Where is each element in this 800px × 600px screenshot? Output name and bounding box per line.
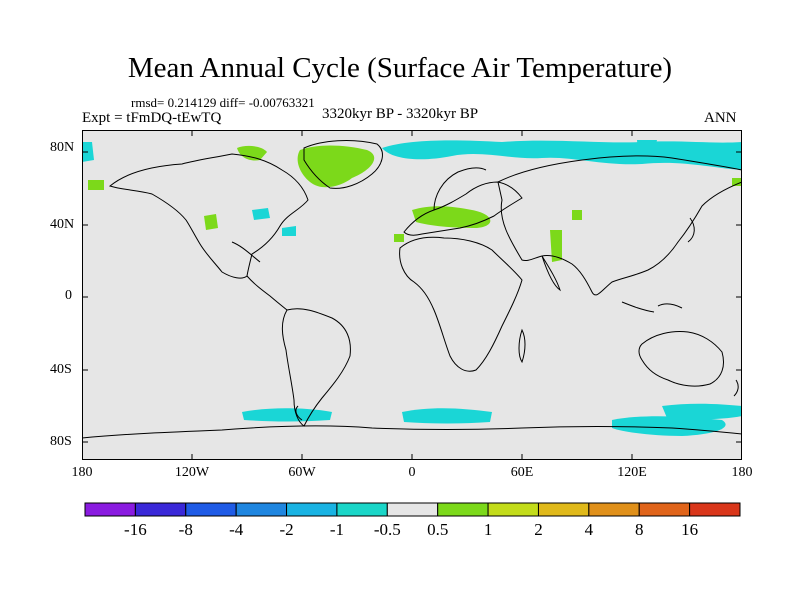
- colorbar-box: [84, 502, 136, 517]
- colorbar-label: 1: [484, 520, 493, 539]
- colorbar-label: 16: [681, 520, 698, 539]
- colorbar-box: [386, 502, 439, 517]
- colorbar-box: [185, 502, 237, 517]
- lat-label-40s: 40S: [50, 362, 72, 377]
- lat-label-80n: 80N: [50, 140, 75, 155]
- colorbar-box: [235, 502, 288, 517]
- lon-label-0: 0: [408, 465, 416, 480]
- colorbar-box: [487, 502, 539, 517]
- lon-label-120w: 120W: [174, 465, 210, 480]
- experiment-label: Expt = tFmDQ-tEwTQ: [82, 110, 222, 126]
- colorbar-label: -16: [124, 520, 147, 539]
- stats-line: rmsd= 0.214129 diff= -0.00763321: [131, 95, 315, 110]
- colorbar-box: [134, 502, 187, 517]
- colorbar-box: [588, 502, 640, 517]
- colorbar-label: 2: [534, 520, 543, 539]
- colorbar-box: [638, 502, 691, 517]
- cool-anomaly-patches: [82, 140, 742, 436]
- colorbar-label: -0.5: [374, 520, 401, 539]
- colorbar-box: [689, 502, 741, 517]
- colorbar-label: -4: [229, 520, 244, 539]
- axis-ticks: [82, 130, 742, 460]
- lat-label-0: 0: [65, 288, 72, 303]
- colorbar-box: [336, 502, 388, 517]
- lat-label-80s: 80S: [50, 434, 72, 449]
- colorbar-label: -8: [179, 520, 193, 539]
- coastlines: [82, 140, 742, 439]
- colorbar-box: [286, 502, 338, 517]
- lon-label-120e: 120E: [617, 465, 647, 480]
- lon-label-60w: 60W: [288, 465, 316, 480]
- map-background: [82, 130, 742, 460]
- colorbar-label: -2: [279, 520, 293, 539]
- lon-label-60e: 60E: [510, 465, 534, 480]
- period-label: 3320kyr BP - 3320kyr BP: [322, 106, 479, 122]
- colorbar-box: [537, 502, 590, 517]
- world-map: [82, 130, 742, 460]
- colorbar-label: 4: [585, 520, 594, 539]
- lat-label-40n: 40N: [50, 217, 75, 232]
- chart-title: Mean Annual Cycle (Surface Air Temperatu…: [127, 52, 673, 84]
- colorbar-label: 0.5: [427, 520, 448, 539]
- colorbar-label: 8: [635, 520, 644, 539]
- season-label: ANN: [704, 110, 737, 126]
- lon-label-180e: 180: [731, 465, 753, 480]
- colorbar-label: -1: [330, 520, 344, 539]
- lon-label-180w: 180: [71, 465, 93, 480]
- colorbar-box: [437, 502, 489, 517]
